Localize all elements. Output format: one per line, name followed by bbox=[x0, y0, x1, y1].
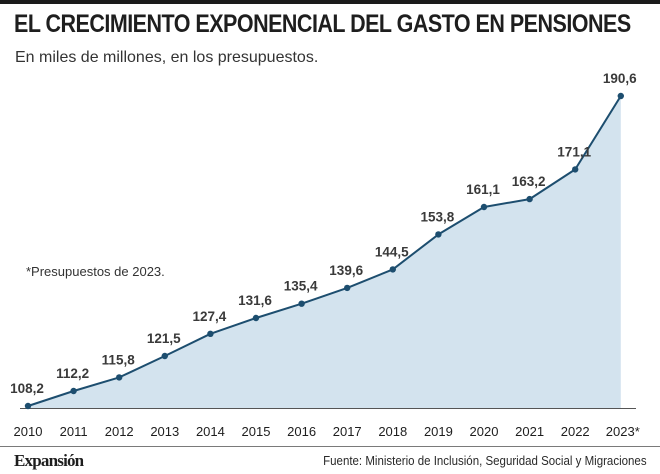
x-tick-2012: 2012 bbox=[105, 424, 134, 439]
x-tick-2019: 2019 bbox=[424, 424, 453, 439]
data-point-2015 bbox=[252, 314, 260, 322]
data-label-layer: 108,2 112,2 115,8 121,5 127,4 131,6 135,4 139,6… bbox=[10, 71, 637, 396]
data-label-2013: 121,5 bbox=[147, 331, 181, 346]
data-point-2020 bbox=[480, 203, 488, 211]
data-point-2011 bbox=[70, 387, 77, 395]
footnote: *Presupuestos de 2023. bbox=[26, 264, 165, 279]
data-label-2012: 115,8 bbox=[102, 352, 136, 367]
data-label-2019: 153,8 bbox=[421, 209, 455, 224]
data-label-2016: 135,4 bbox=[284, 279, 318, 294]
data-point-2010 bbox=[24, 402, 32, 410]
data-point-2013 bbox=[161, 352, 168, 360]
data-label-2015: 131,6 bbox=[238, 293, 272, 308]
data-point-2017 bbox=[344, 284, 351, 292]
footer: Expansión Fuente: Ministerio de Inclusió… bbox=[0, 446, 660, 474]
x-tick-2016: 2016 bbox=[287, 424, 316, 439]
top-rule bbox=[0, 0, 660, 4]
x-axis-ticks: 2010 2011 2012 2013 2014 2015 2016 2017 2018 2019… bbox=[14, 424, 640, 439]
data-point-2018 bbox=[389, 266, 396, 273]
data-label-2014: 127,4 bbox=[193, 309, 227, 324]
data-label-2021: 163,2 bbox=[512, 174, 546, 189]
data-label-2023: 190,6 bbox=[603, 71, 637, 86]
x-tick-2022: 2022 bbox=[561, 424, 590, 439]
data-point-2019 bbox=[435, 231, 442, 238]
line-area-chart: 108,2 112,2 115,8 121,5 127,4 131,6 135,4 139,6… bbox=[10, 71, 640, 439]
data-label-2011: 112,2 bbox=[56, 366, 89, 381]
data-point-2022 bbox=[572, 166, 579, 173]
x-tick-2015: 2015 bbox=[242, 424, 271, 439]
x-tick-2017: 2017 bbox=[333, 424, 362, 439]
data-point-2014 bbox=[207, 330, 214, 337]
data-label-2010: 108,2 bbox=[10, 381, 44, 396]
x-tick-2021: 2021 bbox=[515, 424, 544, 439]
x-tick-2018: 2018 bbox=[378, 424, 407, 439]
x-tick-2011: 2011 bbox=[60, 424, 88, 439]
data-point-2023 bbox=[617, 92, 624, 100]
series-line bbox=[27, 95, 622, 407]
data-label-2017: 139,6 bbox=[329, 263, 363, 278]
chart-subtitle: En miles de millones, en los presupuesto… bbox=[15, 49, 319, 66]
footer-rule bbox=[0, 446, 660, 447]
x-tick-2010: 2010 bbox=[14, 424, 43, 439]
data-label-2020: 161,1 bbox=[466, 182, 500, 197]
line-layer bbox=[27, 95, 622, 407]
x-tick-2014: 2014 bbox=[196, 424, 225, 439]
data-label-2018: 144,5 bbox=[375, 244, 409, 259]
data-label-2022: 171,1 bbox=[557, 144, 591, 159]
expansion-logo: Expansión bbox=[14, 451, 84, 470]
area-fill bbox=[28, 96, 621, 408]
area-layer bbox=[20, 96, 636, 409]
source-credit: Fuente: Ministerio de Inclusión, Segurid… bbox=[323, 454, 647, 468]
data-point-2021 bbox=[526, 195, 533, 203]
x-tick-2023: 2023* bbox=[606, 424, 640, 439]
x-tick-2020: 2020 bbox=[470, 424, 499, 439]
data-point-2012 bbox=[116, 374, 123, 381]
data-point-2016 bbox=[298, 300, 305, 307]
chart-title: EL CRECIMIENTO EXPONENCIAL DEL GASTO EN … bbox=[14, 10, 631, 38]
point-layer bbox=[24, 92, 624, 410]
x-tick-2013: 2013 bbox=[150, 424, 179, 439]
